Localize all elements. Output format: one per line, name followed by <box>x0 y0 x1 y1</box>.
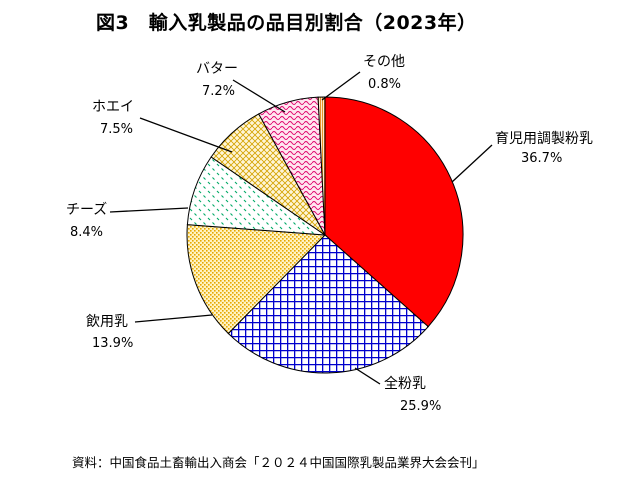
slice-label: ホエイ <box>92 99 134 115</box>
pie-slice <box>324 96 464 328</box>
slice-percent: 36.7% <box>521 151 562 166</box>
slice-percent: 7.2% <box>202 84 235 99</box>
slice-label: その他 <box>363 54 405 70</box>
pie-slice <box>227 234 429 374</box>
leader-line <box>139 117 233 153</box>
leader-line <box>321 71 361 101</box>
pie-slices <box>186 96 464 374</box>
slice-percent: 7.5% <box>100 122 133 137</box>
slice-label: 育児用調製粉乳 <box>495 131 593 147</box>
leader-line <box>354 367 381 385</box>
slice-percent: 8.4% <box>70 225 103 240</box>
leader-line <box>232 79 286 113</box>
leader-line <box>109 207 189 213</box>
chart-title: 図3 輸入乳製品の品目別割合（2023年） <box>96 12 477 34</box>
slice-label: 飲用乳 <box>86 314 128 330</box>
leader-line <box>134 314 213 323</box>
slice-percent: 0.8% <box>368 77 401 92</box>
leader-line <box>451 144 493 183</box>
source-note: 資料：中国食品土畜輸出入商会「２０２４中国国際乳製品業界大会会刊」 <box>72 455 485 470</box>
pie-slice <box>186 224 327 335</box>
slice-label: 全粉乳 <box>384 375 426 392</box>
slice-percent: 13.9% <box>92 336 133 351</box>
slice-label: チーズ <box>66 202 107 218</box>
slice-percent: 25.9% <box>400 399 441 414</box>
leader-lines <box>109 71 493 385</box>
slice-label: バター <box>196 61 238 77</box>
slice-labels: 育児用調製粉乳 36.7% 全粉乳 25.9% 飲用乳 13.9% チーズ 8.4% ホエイ 7.… <box>66 54 593 414</box>
